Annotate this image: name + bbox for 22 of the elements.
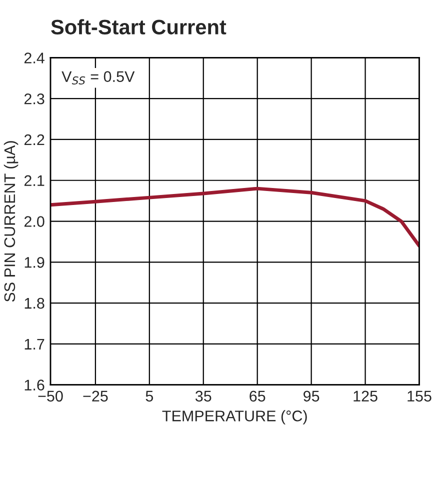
x-tick-label: −50: [38, 390, 63, 402]
x-tick-label: 155: [408, 390, 432, 402]
y-tick-label: 2.4: [24, 52, 44, 64]
x-tick-label: −25: [83, 390, 108, 402]
x-tick-label: 95: [304, 390, 320, 402]
x-tick-label: 65: [250, 390, 266, 402]
y-tick-label: 2.1: [24, 175, 44, 186]
y-tick-label: 1.6: [24, 380, 44, 390]
x-axis-title: TEMPERATURE (°C): [162, 410, 307, 424]
y-tick-label: 2.3: [24, 93, 44, 104]
y-axis-title: SS PIN CURRENT (µA): [4, 141, 18, 302]
y-tick-label: 2.0: [24, 216, 44, 227]
annotation: V$_{SS}$ = 0.5V: [62, 71, 135, 85]
y-tick-label: 1.9: [24, 257, 44, 268]
y-tick-label: 2.2: [24, 134, 44, 146]
line-series: [50, 186, 420, 248]
x-tick-label: 35: [195, 390, 212, 402]
x-tick-label: 5: [146, 390, 154, 402]
chart-title: Soft-Start Current: [51, 19, 226, 34]
y-tick-label: 1.7: [24, 338, 44, 350]
x-tick-label: 125: [354, 390, 378, 402]
y-tick-label: 1.8: [24, 298, 44, 309]
